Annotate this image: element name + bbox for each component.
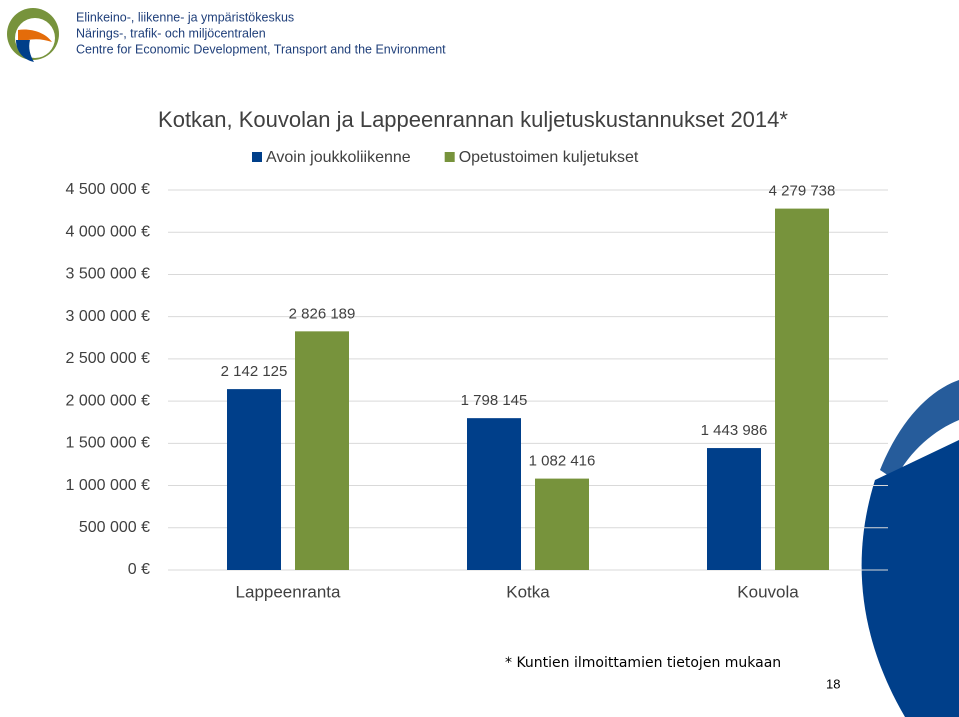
legend-label: Avoin joukkoliikenne [266, 149, 411, 166]
y-tick-label: 3 000 000 € [65, 308, 150, 325]
x-tick-label: Kouvola [737, 582, 799, 601]
value-label: 2 142 125 [221, 363, 288, 380]
footnote: * Kuntien ilmoittamien tietojen mukaan [505, 655, 781, 671]
page-number: 18 [826, 676, 840, 691]
logo [7, 8, 59, 62]
y-tick-label: 4 500 000 € [65, 181, 150, 198]
y-tick-label: 3 500 000 € [65, 266, 150, 283]
header-line: Elinkeino-, liikenne- ja ympäristökeskus [76, 10, 294, 24]
header-line: Centre for Economic Development, Transpo… [76, 42, 446, 56]
chart-title: Kotkan, Kouvolan ja Lappeenrannan kuljet… [158, 107, 788, 132]
y-tick-label: 4 000 000 € [65, 223, 150, 240]
logo-leaf [16, 40, 34, 62]
value-label: 1 443 986 [701, 422, 768, 439]
decor-swoosh [880, 380, 959, 480]
value-label: 2 826 189 [289, 305, 356, 322]
decor-swoosh [861, 440, 959, 717]
legend-swatch [252, 152, 262, 162]
x-tick-label: Lappeenranta [236, 582, 341, 601]
bar [295, 331, 349, 570]
x-tick-label: Kotka [506, 582, 550, 601]
header-line: Närings-, trafik- och miljöcentralen [76, 26, 266, 40]
y-tick-label: 0 € [128, 561, 150, 578]
legend-swatch [444, 152, 455, 162]
y-tick-label: 1 000 000 € [65, 477, 150, 494]
y-tick-label: 1 500 000 € [65, 435, 150, 452]
value-label: 1 798 145 [461, 392, 528, 409]
bar [535, 478, 589, 570]
bar [227, 389, 281, 570]
bar [707, 448, 761, 570]
value-label: 1 082 416 [529, 453, 596, 470]
value-label: 4 279 738 [769, 183, 836, 200]
y-tick-label: 500 000 € [79, 519, 150, 536]
y-tick-label: 2 500 000 € [65, 350, 150, 367]
y-tick-label: 2 000 000 € [65, 392, 150, 409]
legend-label: Opetustoimen kuljetukset [459, 149, 639, 166]
bar [775, 208, 829, 570]
bar [467, 418, 521, 570]
